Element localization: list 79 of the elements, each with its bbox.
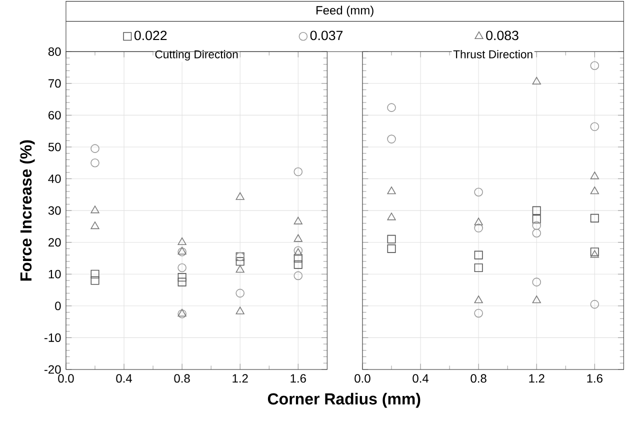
y-tick-label: 30 (48, 206, 61, 215)
point (236, 256, 244, 266)
x-axis-title: Corner Radius (mm) (268, 392, 420, 408)
y-tick-label: -20 (44, 364, 61, 374)
point (387, 186, 396, 194)
point (294, 260, 302, 269)
point (294, 254, 302, 262)
point (90, 276, 100, 285)
y-tick-label: 20 (48, 238, 61, 246)
point (90, 270, 100, 278)
point (474, 250, 483, 260)
point (532, 206, 541, 215)
point (236, 264, 244, 272)
x-tick-label: 0.8 (470, 374, 486, 382)
x-tick-label: 0.8 (174, 374, 190, 382)
point (590, 186, 599, 194)
y-tick-label: 40 (48, 174, 61, 183)
point (532, 76, 541, 84)
point (294, 234, 302, 242)
point (236, 288, 244, 298)
point (178, 278, 186, 286)
x-tick-label: 0.4 (412, 374, 429, 382)
point (387, 102, 396, 112)
y-tick-label: -10 (44, 333, 61, 342)
chart-title: Thrust Direction (453, 50, 532, 58)
x-tick-label: 1.6 (290, 374, 306, 382)
point (590, 247, 599, 256)
x-tick-label: 1.2 (232, 374, 248, 382)
y-axis-title: Force Increase (%) (20, 140, 35, 280)
point (590, 250, 599, 258)
x-tick-label: 1.2 (529, 374, 544, 382)
point (474, 295, 483, 303)
y-tick-label: 50 (48, 142, 61, 152)
point (294, 167, 303, 176)
x-tick-label: 1.6 (587, 374, 602, 382)
legend-label: 0.037 (310, 30, 343, 40)
chart-title: Cutting Direction (155, 50, 238, 60)
point (532, 295, 541, 303)
x-tick-label: 0.4 (116, 374, 132, 382)
y-tick-label: 0 (55, 301, 61, 310)
point (90, 144, 100, 153)
point (294, 246, 303, 255)
point (532, 228, 542, 238)
point (532, 220, 542, 230)
point (532, 277, 542, 286)
point (387, 234, 396, 244)
point (532, 214, 541, 224)
point (294, 271, 303, 280)
point (590, 300, 600, 308)
y-tick-label: 60 (48, 110, 61, 120)
point (90, 221, 100, 229)
point (178, 263, 186, 272)
y-tick-label: 80 (48, 47, 61, 56)
point (474, 188, 483, 196)
point (474, 263, 483, 272)
point (236, 306, 244, 314)
point (590, 171, 599, 179)
point (236, 192, 244, 200)
point (590, 122, 600, 131)
point (474, 308, 483, 318)
point (294, 216, 302, 224)
point (178, 272, 186, 282)
x-tick-label: 0.0 (354, 374, 370, 382)
point (387, 244, 396, 253)
x-tick-label: 0.0 (58, 374, 74, 382)
point (590, 61, 600, 70)
legend-title: Feed (mm) (316, 6, 374, 17)
point (90, 158, 100, 168)
legend-label: 0.083 (486, 30, 518, 40)
point (590, 214, 599, 222)
point (90, 205, 100, 213)
legend-label: 0.022 (134, 30, 167, 40)
point (474, 217, 483, 226)
point (178, 237, 186, 245)
point (387, 212, 396, 220)
y-tick-label: 10 (48, 270, 61, 278)
point (474, 223, 483, 232)
y-tick-label: 70 (48, 78, 61, 88)
point (387, 134, 396, 144)
